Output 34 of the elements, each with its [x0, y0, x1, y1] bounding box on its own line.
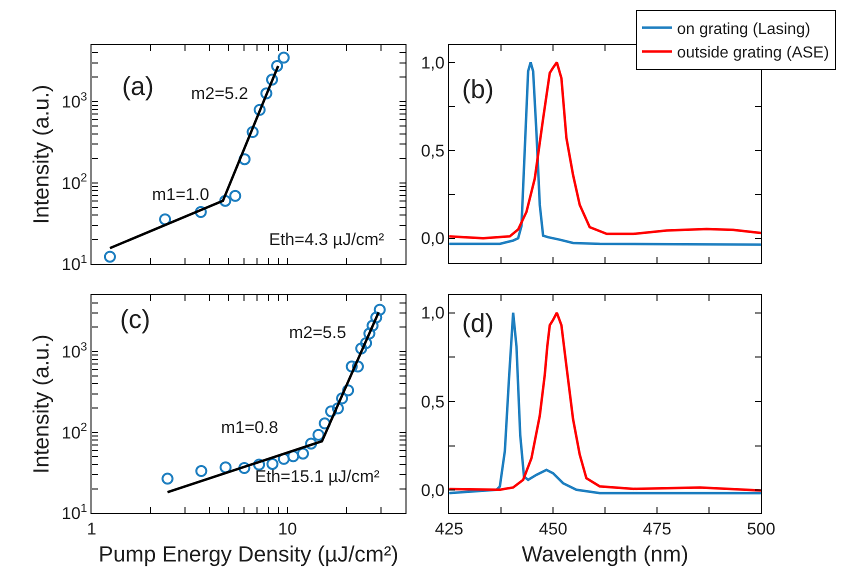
y-tick-label: 0,5 [420, 141, 445, 160]
annotation: Eth=4.3 µJ/cm² [269, 230, 384, 249]
x-axis-title: Pump Energy Density (µJ/cm²) [98, 542, 398, 567]
y-axis-title: Intensity (a.u.) [28, 84, 54, 224]
x-tick-label: 500 [746, 520, 776, 539]
y-axis-title: Intensity (a.u.) [28, 334, 54, 474]
y-tick-label: 10$^{1}$ [62, 500, 88, 524]
x-tick-label: 425 [434, 520, 464, 539]
annotation: m2=5.2 [191, 84, 248, 103]
y-tick-label: 10$^{1}$ [62, 252, 88, 274]
y-tick-label: 10$^{2}$ [62, 170, 88, 193]
annotation: m1=1.0 [152, 185, 210, 204]
y-tick-label: 1,0 [420, 304, 445, 323]
y-tick-label: 0,0 [420, 481, 445, 500]
annotation: (d) [462, 308, 494, 338]
y-tick-label: 0,5 [420, 392, 445, 412]
y-tick-label: 0,0 [420, 229, 445, 248]
x-axis-title: Wavelength (nm) [522, 542, 688, 567]
annotation: Eth=15.1 µJ/cm² [255, 467, 380, 486]
annotation: (b) [462, 74, 494, 104]
y-tick-label: 10$^{3}$ [62, 339, 88, 362]
x-tick-label: 1 [86, 520, 96, 539]
x-tick-label: 450 [538, 520, 568, 539]
x-tick-label: 475 [642, 520, 672, 539]
y-tick-label: 1,0 [420, 53, 445, 72]
legend-label: on grating (Lasing) [676, 20, 810, 38]
annotation: m1=0.8 [221, 418, 278, 437]
annotation: (c) [120, 304, 150, 334]
annotation: m2=5.5 [289, 323, 346, 342]
x-tick-label: 10 [278, 520, 297, 539]
y-tick-label: 10$^{2}$ [62, 420, 88, 442]
legend-label: outside grating (ASE) [676, 44, 830, 62]
y-tick-label: 10$^{3}$ [62, 89, 88, 112]
annotation: (a) [122, 71, 154, 101]
